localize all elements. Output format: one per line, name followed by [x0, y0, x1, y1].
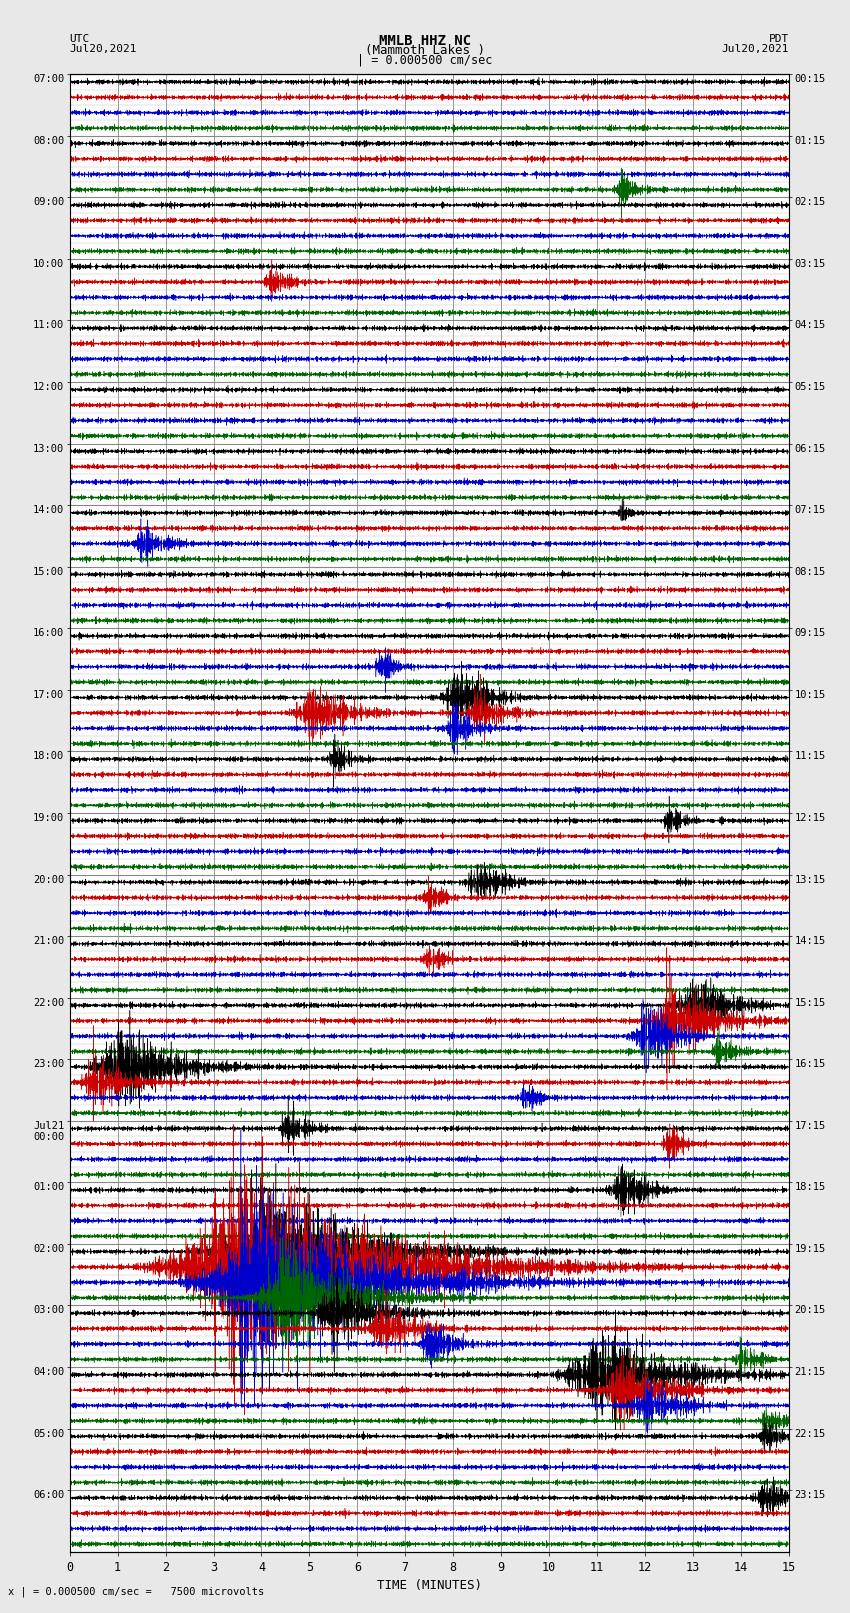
Text: UTC: UTC: [70, 34, 90, 44]
Text: Jul20,2021: Jul20,2021: [70, 44, 137, 53]
Text: x | = 0.000500 cm/sec =   7500 microvolts: x | = 0.000500 cm/sec = 7500 microvolts: [8, 1586, 264, 1597]
Text: PDT: PDT: [768, 34, 789, 44]
X-axis label: TIME (MINUTES): TIME (MINUTES): [377, 1579, 482, 1592]
Text: Jul20,2021: Jul20,2021: [722, 44, 789, 53]
Text: (Mammoth Lakes ): (Mammoth Lakes ): [365, 44, 485, 56]
Text: | = 0.000500 cm/sec: | = 0.000500 cm/sec: [357, 53, 493, 66]
Text: MMLB HHZ NC: MMLB HHZ NC: [379, 34, 471, 48]
